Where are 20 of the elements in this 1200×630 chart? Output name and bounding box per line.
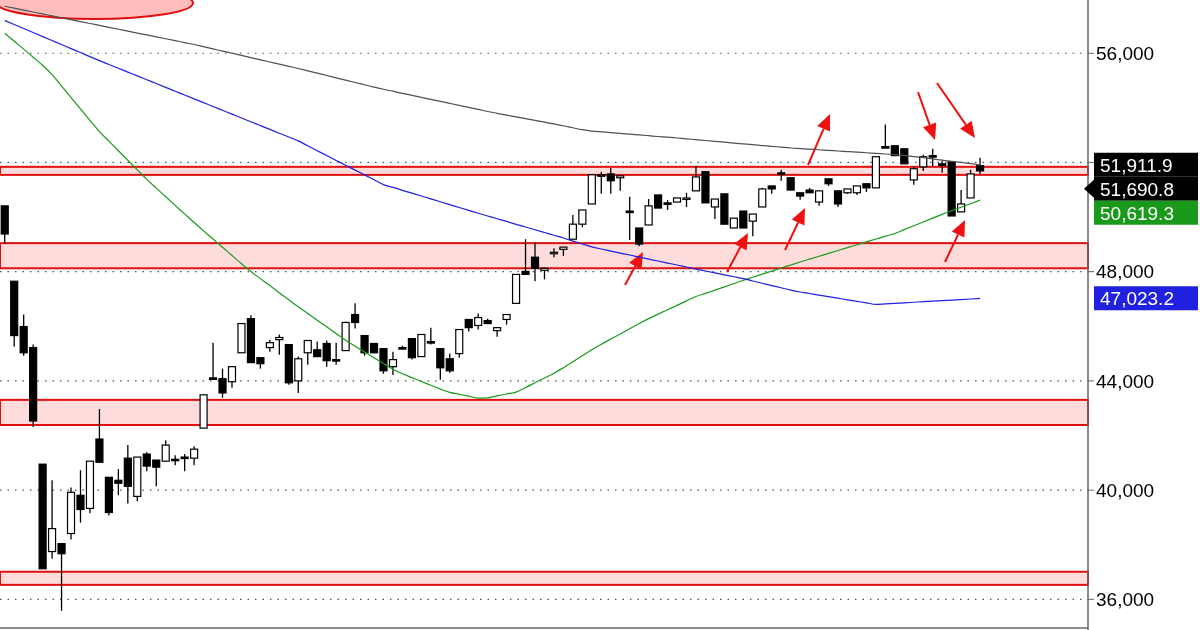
candlestick (445, 352, 454, 374)
y-tick-label: 44,000 (1096, 370, 1155, 392)
candlestick (909, 166, 918, 186)
y-tick-label: 48,000 (1096, 261, 1155, 283)
text: 47,023.2 (1100, 288, 1174, 309)
line-series (4, 32, 981, 399)
candlestick (493, 327, 502, 338)
text: 51,911.9 (1100, 154, 1173, 176)
y-tick-label: 40,000 (1096, 479, 1155, 501)
y-tick-label: 36,000 (1096, 588, 1155, 610)
candlestick (436, 348, 445, 381)
text: 51,690.8 (1100, 178, 1174, 200)
y-tick-label: 56,000 (1096, 42, 1155, 64)
candlestick (625, 196, 634, 241)
candlestick (635, 227, 644, 247)
text: 50,619.3 (1100, 202, 1174, 224)
candlestick (748, 213, 757, 237)
line-series (4, 19, 981, 306)
candlestick (928, 148, 937, 168)
candlestick (275, 333, 284, 356)
